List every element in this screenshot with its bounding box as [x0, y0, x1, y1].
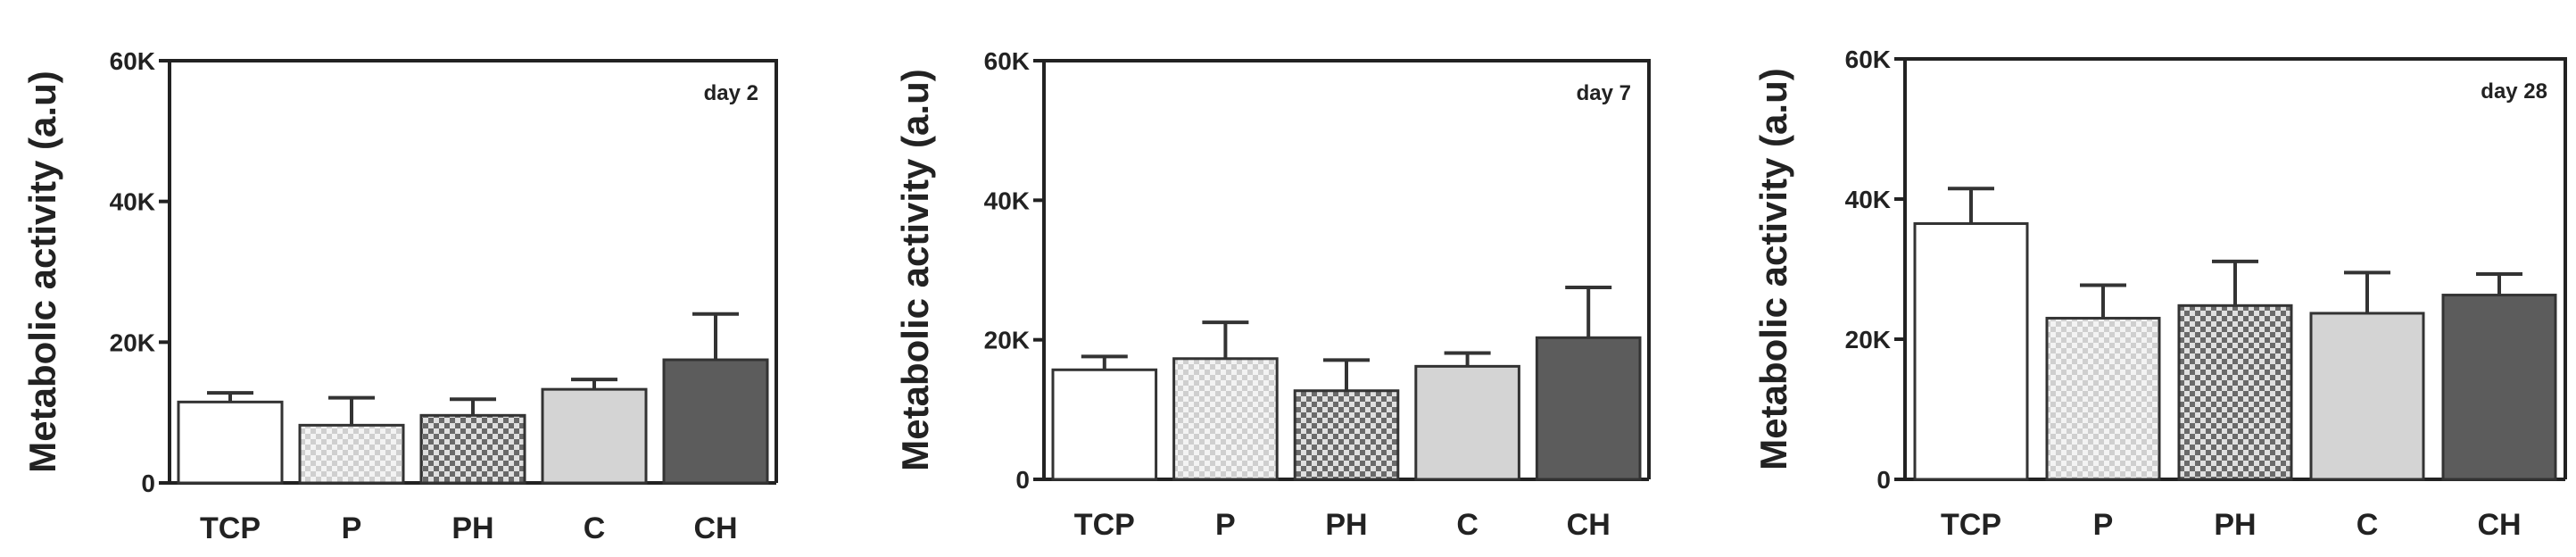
bar-c	[541, 387, 648, 485]
bar-p	[1172, 357, 1279, 481]
x-tick-label: TCP	[200, 511, 261, 545]
bar-p	[2045, 316, 2161, 481]
bar-ph	[2177, 303, 2293, 481]
y-tick-label: 20K	[1845, 326, 1891, 353]
x-tick-label: C	[2357, 508, 2379, 542]
x-tick-label: TCP	[1941, 508, 2001, 542]
chart-panel-3: 0 20K 40K 60K Metabolic activity (a.u) day 28…	[1752, 46, 2567, 542]
plot-frame	[1044, 59, 1651, 479]
bar-ch	[662, 358, 769, 485]
bar-c	[2309, 312, 2425, 481]
x-tick-label: C	[584, 511, 606, 545]
x-tick-label: CH	[2477, 508, 2521, 542]
chart-panel-2: 0 20K 40K 60K Metabolic activity (a.u) day 7 T…	[894, 47, 1651, 542]
y-tick-label: 20K	[984, 327, 1030, 354]
panel-title: day 28	[2481, 79, 2547, 104]
y-axis-title: Metabolic activity (a.u)	[894, 69, 936, 470]
bar-p	[298, 423, 405, 485]
plot-frame	[1905, 57, 2567, 479]
x-tick-label: PH	[451, 511, 493, 545]
y-tick-label: 0	[1876, 466, 1891, 494]
bar-tcp	[1913, 221, 2029, 481]
y-tick-label: 20K	[110, 328, 155, 356]
chart-panel-1: 0 20K 40K 60K Metabolic activity (a.u) day 2 T…	[21, 47, 778, 545]
x-tick-label: PH	[1325, 508, 1367, 542]
panel-title: day 7	[1577, 81, 1631, 105]
bar-c	[1414, 364, 1520, 481]
panel-title: day 2	[704, 81, 758, 105]
bar-tcp	[177, 400, 284, 485]
y-tick-label: 40K	[110, 188, 155, 216]
y-tick-label: 60K	[1845, 46, 1891, 73]
plot-frame	[170, 59, 778, 483]
x-tick-label: PH	[2214, 508, 2256, 542]
bar-tcp	[1051, 368, 1158, 481]
x-tick-label: P	[342, 511, 362, 545]
bar-ph	[1293, 389, 1400, 481]
x-tick-label: CH	[1567, 508, 1611, 542]
bar-ch	[2441, 294, 2557, 481]
y-tick-label: 60K	[110, 47, 155, 75]
bar-ch	[1535, 336, 1642, 481]
x-tick-label: P	[1215, 508, 1236, 542]
y-axis-title: Metabolic activity (a.u)	[21, 71, 63, 472]
y-tick-label: 40K	[1845, 186, 1891, 213]
bar-ph	[419, 413, 526, 485]
x-tick-label: P	[2093, 508, 2114, 542]
y-tick-label: 40K	[984, 187, 1030, 214]
x-tick-label: C	[1456, 508, 1479, 542]
y-tick-label: 0	[141, 470, 155, 497]
y-tick-label: 60K	[984, 47, 1030, 75]
y-tick-label: 0	[1015, 466, 1030, 494]
x-tick-label: CH	[693, 511, 737, 545]
x-tick-label: TCP	[1074, 508, 1135, 542]
y-axis-title: Metabolic activity (a.u)	[1752, 68, 1794, 470]
